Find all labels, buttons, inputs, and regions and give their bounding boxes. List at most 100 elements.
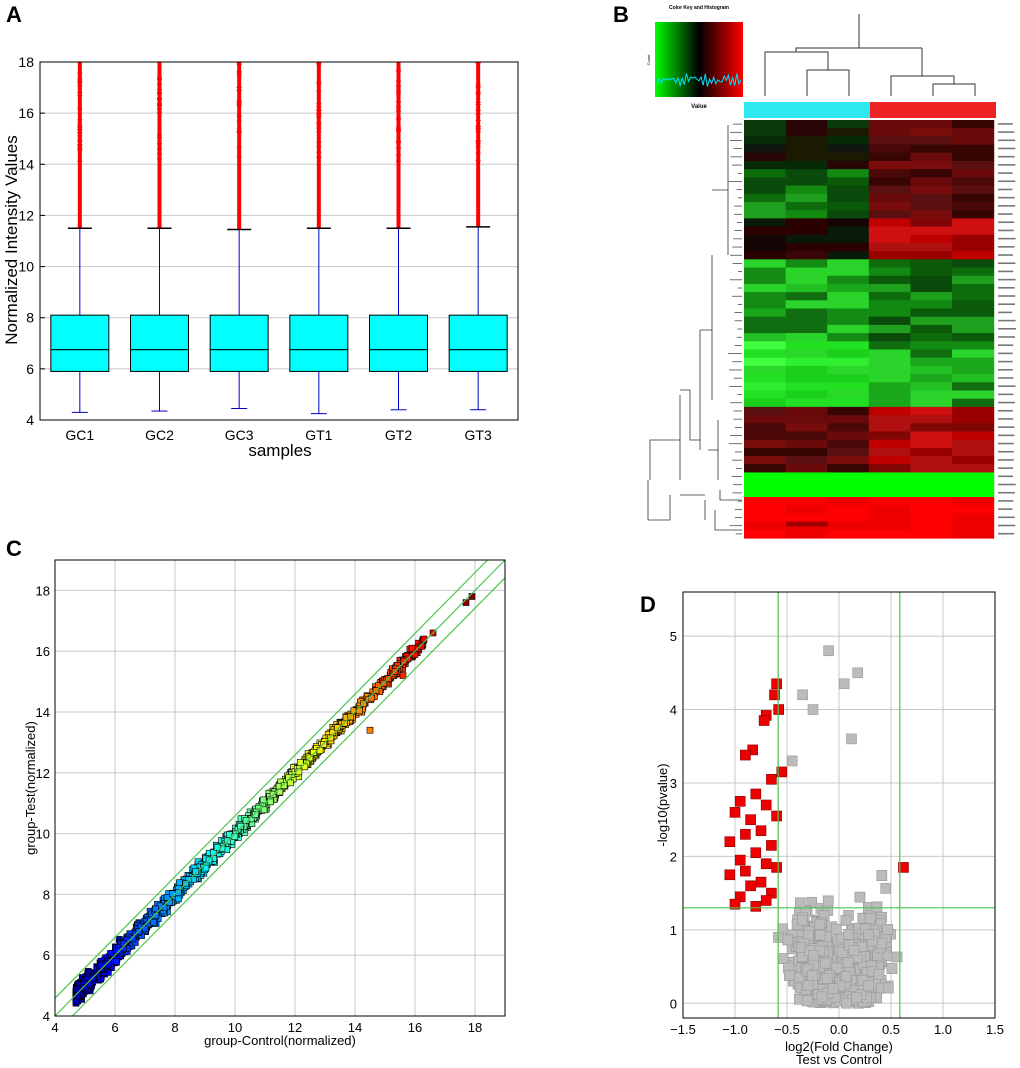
heatmap-cell [785, 472, 828, 482]
heatmap-cell [868, 234, 911, 244]
panel-c-point [80, 984, 88, 991]
heatmap-cell [827, 120, 870, 129]
panel-d-highlight-point [771, 810, 782, 822]
heatmap-cell [744, 201, 787, 211]
heatmap-cell [785, 120, 828, 129]
heatmap-cell [744, 300, 787, 310]
panel-d-point [841, 997, 852, 1009]
heatmap-cell [785, 324, 828, 334]
heatmap-cell [868, 160, 911, 170]
heatmap-cell [868, 529, 911, 539]
heatmap-cell [785, 144, 828, 154]
column-dendrogram-branch [795, 47, 922, 52]
heatmap-cell [827, 390, 870, 400]
heatmap-cell [952, 308, 995, 318]
row-label-mark [998, 377, 1014, 379]
panel-a-ylabel: Normalized Intensity Values [2, 135, 21, 344]
heatmap-cell [952, 488, 995, 498]
panel-d-point [891, 951, 903, 963]
row-label-mark [998, 418, 1014, 420]
heatmap-cell [952, 136, 995, 146]
heatmap-cell [910, 300, 953, 310]
heatmap-cell [827, 464, 870, 474]
heatmap-cell [868, 365, 911, 375]
heatmap-cell [952, 406, 995, 416]
heatmap-cell [868, 144, 911, 154]
heatmap-cell [868, 423, 911, 433]
panel-d-highlight-point [740, 749, 751, 761]
heatmap-cell [827, 521, 870, 531]
heatmap-cell [868, 324, 911, 334]
heatmap-cell [952, 398, 995, 408]
box-gc2 [130, 62, 189, 412]
heatmap-cell [827, 242, 870, 252]
panel-label-d: D [640, 592, 656, 617]
panel-c-point [260, 806, 268, 814]
heatmap-cell [868, 497, 911, 506]
heatmap-cell [827, 136, 870, 146]
heatmap-cell [744, 447, 787, 457]
column-dendrogram-branch [932, 83, 976, 96]
heatmap-cell [785, 169, 828, 178]
group-bar-test [870, 102, 996, 118]
heatmap-cell [827, 226, 870, 236]
heatmap-cell [785, 201, 828, 211]
heatmap-cell [744, 456, 787, 465]
panel-d-ytick-label: 0 [670, 996, 677, 1011]
panel-d-point [786, 755, 798, 767]
panel-d-point [840, 971, 852, 982]
panel-d-ytick-label: 2 [670, 849, 677, 864]
row-label-mark [998, 139, 1016, 142]
row-dendrogram [647, 123, 742, 535]
panel-d-highlight-point [734, 854, 746, 866]
heatmap-cell [785, 128, 828, 137]
panel-c-ytick-label: 16 [36, 644, 50, 659]
panel-d-xtick-label: 0.5 [882, 1022, 900, 1037]
color-key-xlabel: Value [691, 104, 707, 110]
heatmap-cell [952, 505, 995, 515]
panel-c-xtick-label: 12 [288, 1020, 302, 1035]
panel-c-point [74, 988, 82, 995]
panel-d-ytick-label: 5 [670, 629, 677, 644]
row-label-mark [998, 409, 1013, 412]
row-label-mark [998, 131, 1015, 133]
heatmap-cell [827, 308, 870, 318]
heatmap-cell [952, 160, 995, 170]
row-label-mark [998, 450, 1014, 453]
heatmap-cell [868, 316, 911, 326]
heatmap-cell [786, 521, 828, 527]
heatmap-cell [868, 300, 911, 310]
panel-d-point [777, 953, 789, 964]
heatmap-cell [744, 226, 787, 236]
heatmap-cell [910, 259, 953, 269]
fold-line-0 [54, 559, 506, 1017]
heatmap-cell [744, 529, 787, 539]
panel-label-b: B [613, 2, 629, 27]
panel-c-point [420, 635, 428, 643]
panel-d-point [842, 957, 854, 968]
heatmap-cell [910, 210, 953, 219]
heatmap-cell [868, 283, 911, 293]
panel-a-ytick-label: 14 [18, 156, 34, 172]
panel-d-point [851, 991, 862, 1003]
panel-c-scatter: 4 6 8 10 12 14 16 18 4 6 8 10 12 14 16 18 group-Contro… [23, 559, 506, 1048]
panel-d-highlight-point [898, 862, 909, 873]
heatmap-cell [827, 201, 870, 211]
panel-d-highlight-point [729, 807, 741, 818]
row-label-mark [998, 303, 1015, 306]
panel-d-highlight-point [755, 876, 767, 888]
panel-c-frame [54, 559, 506, 1017]
heatmap-cell [827, 316, 870, 326]
heatmap-cell [868, 152, 911, 162]
heatmap-cell [910, 128, 953, 137]
heatmap-cell [952, 300, 995, 310]
heatmap-cell [744, 505, 787, 515]
panel-a-ytick-label: 10 [18, 259, 34, 275]
column-dendrogram [764, 14, 976, 96]
heatmap-cell [827, 292, 870, 301]
panel-d-point [880, 883, 891, 894]
panel-d-ytick-label: 3 [670, 776, 677, 791]
box-iqr [448, 314, 508, 372]
row-label-mark [998, 229, 1014, 232]
panel-d-point [876, 870, 888, 881]
